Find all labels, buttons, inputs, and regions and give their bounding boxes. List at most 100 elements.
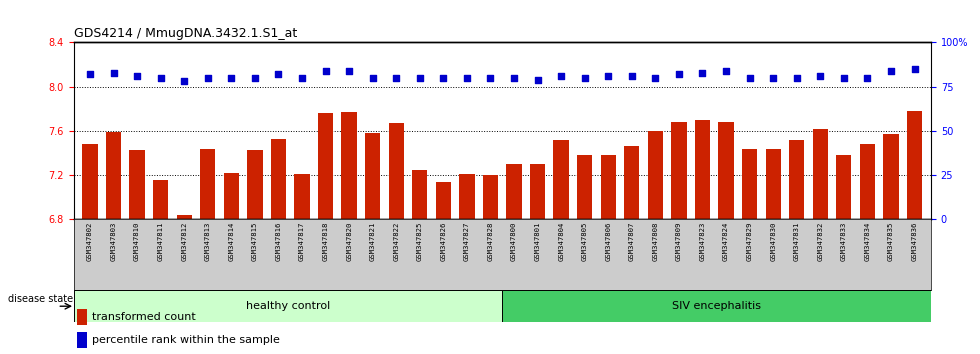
Text: GSM347827: GSM347827 (464, 222, 470, 261)
Bar (648, 131, 663, 219)
Text: GSM347818: GSM347818 (322, 222, 328, 261)
Point (789, 75, 805, 81)
Text: GSM347800: GSM347800 (511, 222, 517, 261)
Point (412, 75, 427, 81)
Text: GSM347805: GSM347805 (582, 222, 588, 261)
Point (859, 75, 875, 81)
Point (459, 75, 474, 81)
Point (129, 73, 145, 79)
Bar (223, 173, 239, 219)
Point (695, 70, 710, 75)
Bar (106, 132, 122, 219)
Text: GSM347826: GSM347826 (440, 222, 446, 261)
Text: transformed count: transformed count (92, 312, 196, 322)
Text: GSM347828: GSM347828 (487, 222, 494, 261)
Point (671, 72, 687, 77)
Point (82, 72, 98, 77)
Point (106, 70, 122, 75)
Bar (695, 120, 710, 219)
Point (294, 75, 310, 81)
Text: GSM347803: GSM347803 (111, 222, 117, 261)
Point (836, 75, 852, 81)
Bar (82, 144, 98, 219)
Text: GSM347802: GSM347802 (87, 222, 93, 261)
Point (153, 75, 169, 81)
Bar (318, 113, 333, 219)
Bar (294, 174, 310, 219)
Bar (129, 150, 145, 219)
Point (176, 79, 192, 84)
Text: GSM347835: GSM347835 (888, 222, 894, 261)
Text: GSM347830: GSM347830 (770, 222, 776, 261)
Text: percentile rank within the sample: percentile rank within the sample (92, 335, 280, 346)
Bar (413, 170, 427, 219)
Text: GSM347829: GSM347829 (747, 222, 753, 261)
Text: GSM347831: GSM347831 (794, 222, 800, 261)
Text: GSM347801: GSM347801 (534, 222, 541, 261)
Text: healthy control: healthy control (246, 301, 330, 311)
Point (742, 75, 758, 81)
Text: GSM347823: GSM347823 (700, 222, 706, 261)
Bar (812, 129, 828, 219)
Text: GSM347822: GSM347822 (393, 222, 399, 261)
Point (270, 72, 286, 77)
Point (765, 75, 781, 81)
Point (883, 68, 899, 74)
Text: GDS4214 / MmugDNA.3432.1.S1_at: GDS4214 / MmugDNA.3432.1.S1_at (74, 27, 297, 40)
Bar (554, 140, 568, 219)
Bar (389, 123, 404, 219)
Bar (859, 144, 875, 219)
Bar (836, 155, 852, 219)
Bar (601, 155, 615, 219)
Text: GSM347836: GSM347836 (911, 222, 917, 261)
Text: GSM347808: GSM347808 (653, 222, 659, 261)
Point (530, 77, 546, 82)
Bar (247, 150, 263, 219)
Text: GSM347811: GSM347811 (158, 222, 164, 261)
Text: disease state: disease state (8, 294, 73, 304)
Bar (883, 134, 899, 219)
Point (507, 75, 522, 81)
Point (200, 75, 216, 81)
Text: GSM347816: GSM347816 (275, 222, 281, 261)
Bar (789, 140, 805, 219)
Point (624, 73, 640, 79)
Bar (671, 122, 687, 219)
Text: GSM347817: GSM347817 (299, 222, 305, 261)
Point (318, 68, 333, 74)
Text: GSM347804: GSM347804 (559, 222, 564, 261)
Point (435, 75, 451, 81)
Bar (460, 174, 474, 219)
Bar (436, 182, 451, 219)
Bar (76, 332, 87, 348)
Text: GSM347812: GSM347812 (181, 222, 187, 261)
Point (388, 75, 404, 81)
Text: GSM347832: GSM347832 (817, 222, 823, 261)
Bar (365, 133, 380, 219)
Point (577, 75, 593, 81)
Text: GSM347813: GSM347813 (205, 222, 211, 261)
Point (554, 73, 569, 79)
Point (247, 75, 263, 81)
Bar (577, 155, 592, 219)
Point (341, 68, 357, 74)
Bar (270, 139, 286, 219)
Text: GSM347809: GSM347809 (676, 222, 682, 261)
Text: GSM347810: GSM347810 (134, 222, 140, 261)
Text: GSM347824: GSM347824 (723, 222, 729, 261)
Bar (483, 175, 498, 219)
Text: GSM347821: GSM347821 (369, 222, 375, 261)
Bar (76, 309, 87, 325)
Bar (765, 149, 781, 219)
Bar (906, 111, 922, 219)
Bar (530, 164, 545, 219)
Bar (341, 112, 357, 219)
Text: GSM347806: GSM347806 (606, 222, 612, 261)
Text: GSM347834: GSM347834 (864, 222, 870, 261)
Point (365, 75, 380, 81)
Bar (153, 180, 169, 219)
Text: SIV encephalitis: SIV encephalitis (672, 301, 761, 311)
Text: GSM347833: GSM347833 (841, 222, 847, 261)
Bar (200, 149, 216, 219)
Text: GSM347825: GSM347825 (416, 222, 422, 261)
